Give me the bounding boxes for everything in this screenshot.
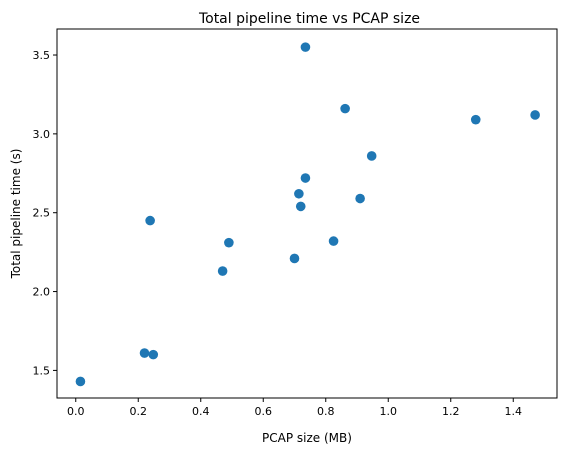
data-point-14 [355, 193, 365, 204]
data-point-10 [300, 173, 311, 183]
y-tick-label: 2.0 [33, 286, 51, 299]
x-tick-label: 1.2 [442, 405, 460, 418]
data-point-16 [470, 114, 481, 125]
chart-title: Total pipeline time vs PCAP size [198, 11, 420, 27]
x-tick-label: 0.0 [67, 405, 85, 418]
data-point-6 [224, 237, 234, 248]
data-point-3 [148, 349, 159, 360]
y-tick-label: 3.5 [33, 49, 51, 62]
data-point-13 [340, 103, 350, 114]
y-tick-label: 3.0 [33, 128, 51, 141]
data-point-12 [328, 236, 339, 246]
data-point-8 [294, 188, 304, 199]
x-tick-label: 0.4 [192, 405, 210, 418]
y-axis: 1.5 2.0 2.5 3.0 3.5 [33, 49, 57, 377]
points-layer [75, 42, 540, 387]
plot-frame [56, 28, 558, 399]
data-point-9 [295, 201, 306, 212]
x-tick-label: 0.2 [130, 405, 148, 418]
x-tick-label: 1.0 [380, 405, 398, 418]
data-point-5 [217, 266, 228, 276]
x-tick-label: 1.4 [505, 405, 523, 418]
data-point-17 [530, 110, 540, 120]
x-axis-label: PCAP size (MB) [262, 431, 352, 445]
data-point-4 [145, 215, 155, 226]
data-point-2 [139, 348, 150, 358]
y-axis-label: Total pipeline time (s) [9, 149, 23, 280]
x-axis: 0.0 0.2 0.4 0.6 0.8 1.0 1.2 1.4 [67, 398, 522, 418]
x-tick-label: 0.8 [317, 405, 335, 418]
data-point-7 [289, 253, 300, 264]
y-tick-label: 2.5 [33, 207, 51, 220]
x-tick-label: 0.6 [255, 405, 273, 418]
data-point-1 [75, 376, 86, 387]
data-point-11 [300, 42, 311, 52]
y-tick-label: 1.5 [33, 364, 51, 377]
data-point-15 [366, 151, 377, 161]
